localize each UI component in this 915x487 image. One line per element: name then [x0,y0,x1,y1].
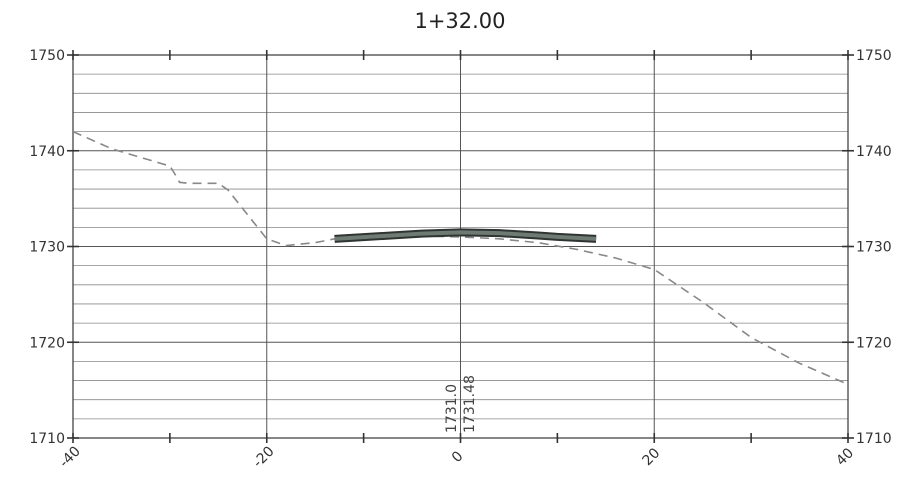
y-tick-label-right: 1740 [856,144,892,160]
y-tick-label-right: 1720 [856,335,892,351]
y-tick-label-left: 1750 [29,48,65,64]
x-tick-label: 20 [639,445,663,469]
y-tick-label-right: 1750 [856,48,892,64]
y-tick-label-left: 1710 [29,431,65,447]
y-tick-label-right: 1730 [856,240,892,256]
design-surface-line [334,230,597,241]
chart-series [72,130,849,386]
x-tick-label: -40 [56,443,83,470]
y-tick-label-right: 1710 [856,431,892,447]
chart-title: 1+32.00 [414,9,505,33]
x-tick-label: 0 [449,448,467,466]
y-tick-label-left: 1740 [29,144,65,160]
annotation-existing-elevation: 1731.0 [444,384,460,433]
y-tick-label-left: 1720 [29,335,65,351]
annotation-design-elevation: 1731.48 [462,375,478,433]
y-tick-label-left: 1730 [29,240,65,256]
x-tick-label: -20 [250,443,277,470]
x-tick-label: 40 [833,445,857,469]
axis-ticks [67,50,854,443]
chart-grid [72,54,849,439]
